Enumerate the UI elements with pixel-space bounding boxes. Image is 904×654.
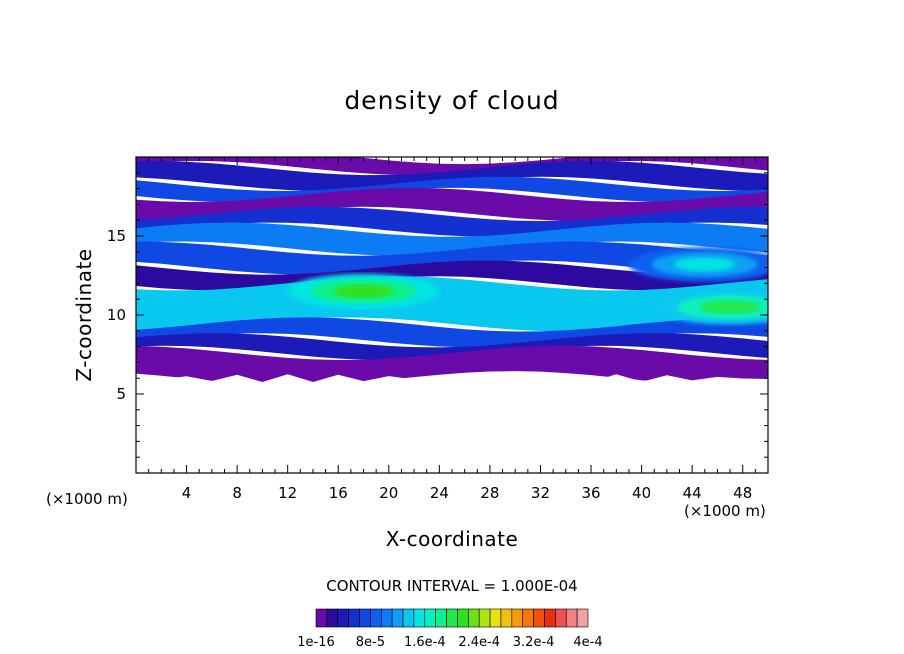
colorbar-swatch: [500, 608, 513, 628]
colorbar-swatch: [511, 608, 524, 628]
colorbar-label: 1e-16: [297, 635, 335, 650]
colorbar-label: 1.6e-4: [404, 635, 446, 650]
x-tick-label: 36: [581, 484, 600, 502]
colorbar-label: 4e-4: [573, 635, 602, 650]
density-band: [136, 222, 768, 256]
density-band: [136, 333, 768, 360]
x-axis-label: X-coordinate: [385, 527, 519, 551]
x-tick-label: 8: [232, 484, 242, 502]
x-tick-label: 32: [531, 484, 550, 502]
density-band: [136, 157, 768, 176]
colorbar-swatch: [435, 608, 447, 628]
density-maximum: [699, 300, 761, 315]
colorbar-swatch: [424, 608, 436, 628]
colorbar-swatch: [380, 608, 393, 628]
colorbar-swatches: [315, 608, 589, 628]
colorbar-label: 3.2e-4: [513, 635, 555, 650]
density-field: [136, 157, 768, 473]
density-band: [136, 187, 768, 221]
x-tick-label: 4: [182, 484, 192, 502]
x-tick-label: 24: [430, 484, 449, 502]
x-tick-label: 40: [632, 484, 651, 502]
colorbar-swatch: [337, 608, 349, 628]
x-axis-unit-right: (×1000 m): [684, 502, 766, 520]
colorbar-labels: 1e-16 8e-5 1.6e-4 2.4e-4 3.2e-4 4e-4: [297, 635, 602, 650]
colorbar-swatch: [576, 608, 589, 628]
x-tick-label: 12: [278, 484, 297, 502]
colorbar-swatch: [359, 608, 371, 628]
y-tick-label: 10: [107, 306, 126, 324]
colorbar-swatch: [489, 608, 502, 628]
colorbar-swatch: [565, 608, 578, 628]
colorbar-swatch: [468, 608, 480, 628]
colorbar-swatch: [478, 608, 491, 628]
density-band: [136, 345, 768, 386]
chart-title: density of cloud: [344, 86, 560, 115]
x-tick-label: 16: [329, 484, 348, 502]
density-band: [136, 241, 768, 275]
colorbar-label: 2.4e-4: [458, 635, 500, 650]
y-tick-label: 15: [107, 227, 126, 245]
colorbar-swatch: [457, 608, 469, 628]
x-tick-label: 44: [683, 484, 702, 502]
colorbar-swatch: [413, 608, 426, 628]
density-band: [136, 161, 768, 191]
colorbar-swatch: [370, 608, 382, 628]
y-tick-label: 5: [116, 385, 126, 403]
x-tick-label: 28: [480, 484, 499, 502]
x-tick-label: 48: [733, 484, 752, 502]
no-cloud-region: [136, 374, 768, 473]
colorbar-swatch: [522, 608, 534, 628]
density-band: [136, 206, 768, 237]
density-maximum: [674, 257, 736, 272]
density-band: [136, 317, 768, 348]
contour-interval-label: CONTOUR INTERVAL = 1.000E-04: [326, 577, 578, 595]
colorbar-swatch: [446, 608, 458, 628]
x-tick-label: 20: [379, 484, 398, 502]
colorbar-swatch: [555, 608, 567, 628]
colorbar-swatch: [348, 608, 360, 628]
x-axis-unit-left: (×1000 m): [46, 490, 128, 508]
colorbar-swatch: [533, 608, 545, 628]
colorbar-swatch: [391, 608, 404, 628]
colorbar-swatch: [326, 608, 339, 628]
colorbar-swatch: [315, 608, 328, 628]
colorbar-swatch: [402, 608, 415, 628]
colorbar-label: 8e-5: [356, 635, 385, 650]
colorbar-swatch: [544, 608, 556, 628]
density-maximum: [333, 284, 394, 299]
